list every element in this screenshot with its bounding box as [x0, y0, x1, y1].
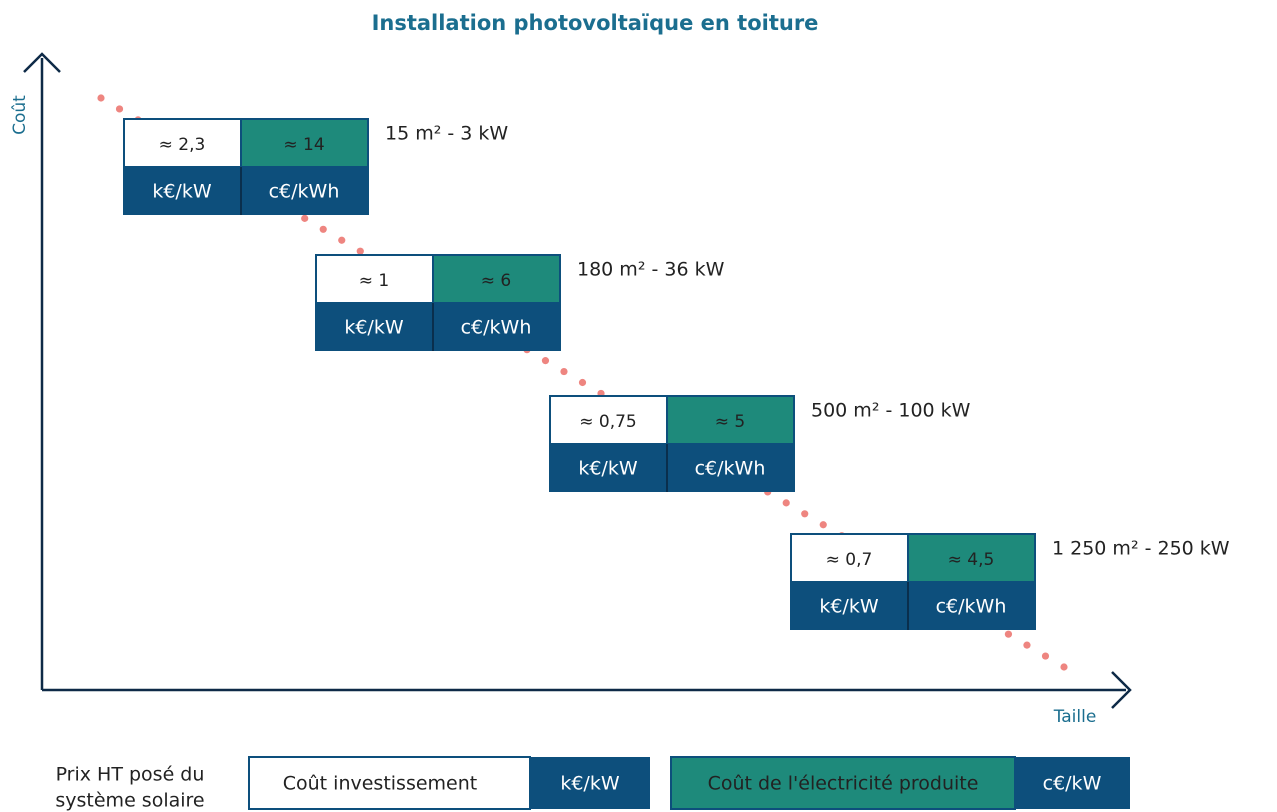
electricity-cell	[666, 395, 795, 445]
dot	[819, 521, 827, 529]
dot	[356, 247, 364, 255]
investment-unit: k€/kW	[152, 181, 211, 203]
dot	[319, 225, 327, 233]
electricity-unit: c€/kWh	[936, 596, 1007, 618]
electricity-unit: c€/kWh	[695, 458, 766, 480]
legend-investment-box	[248, 756, 531, 810]
dot	[115, 105, 124, 113]
electricity-value: ≈ 5	[715, 412, 745, 432]
investment-unit: k€/kW	[578, 458, 637, 480]
electricity-cell	[907, 533, 1036, 583]
legend-electricity-unit-box	[1015, 757, 1130, 809]
legend-investment-unit-box	[530, 757, 650, 809]
y-arrow	[23, 52, 61, 73]
legend-caption: Prix HT posé du	[56, 764, 205, 786]
investment-unit: k€/kW	[819, 596, 878, 618]
legend-investment-label: Coût investissement	[283, 773, 477, 795]
dot	[97, 94, 105, 102]
dot	[560, 367, 568, 376]
investment-value: ≈ 0,75	[579, 412, 637, 432]
dot	[1004, 630, 1013, 638]
size-label: 1 250 m² - 250 kW	[1052, 538, 1230, 560]
legend-electricity-unit: c€/kW	[1043, 773, 1102, 795]
investment-value: ≈ 1	[359, 271, 389, 291]
electricity-cell	[432, 254, 561, 304]
electricity-value: ≈ 14	[283, 135, 324, 155]
electricity-unit: c€/kWh	[461, 317, 532, 339]
investment-value: ≈ 2,3	[159, 135, 206, 155]
x-axis-label: Taille	[1053, 707, 1097, 727]
legend-electricity-label: Coût de l'électricité produite	[708, 773, 979, 795]
dot	[1060, 663, 1068, 671]
legend-electricity-box	[670, 756, 1016, 810]
investment-unit: k€/kW	[344, 317, 403, 339]
dot	[578, 378, 587, 387]
dot	[301, 214, 309, 222]
legend: Prix HT posé du système solaire Coût inv…	[55, 756, 1130, 812]
dot	[1023, 641, 1031, 649]
dot	[782, 499, 790, 507]
electricity-cell	[240, 118, 369, 168]
tiers: ≈ 2,3 ≈ 14 k€/kW c€/kWh 15 m² - 3 kW ≈ 1 ≈ 6 k€…	[123, 118, 1230, 630]
electricity-value: ≈ 4,5	[948, 550, 995, 570]
y-axis-label: Coût	[10, 95, 30, 135]
investment-value: ≈ 0,7	[826, 550, 873, 570]
unit-row	[123, 167, 369, 215]
dot	[338, 236, 346, 244]
size-label: 15 m² - 3 kW	[385, 123, 508, 145]
electricity-value: ≈ 6	[481, 271, 511, 291]
axes	[23, 52, 1132, 709]
legend-investment-unit: k€/kW	[560, 773, 619, 795]
dot	[1041, 652, 1050, 660]
legend-caption: système solaire	[55, 790, 204, 812]
dot	[801, 510, 809, 518]
electricity-unit: c€/kWh	[269, 181, 340, 203]
size-label: 500 m² - 100 kW	[811, 400, 971, 422]
unit-row	[315, 303, 561, 351]
size-label: 180 m² - 36 kW	[577, 259, 725, 281]
dot	[541, 357, 550, 365]
unit-row	[549, 444, 795, 492]
x-arrow	[1111, 671, 1132, 709]
unit-row	[790, 582, 1036, 630]
investment-cell	[123, 118, 242, 168]
title: Installation photovoltaïque en toiture	[372, 11, 819, 35]
